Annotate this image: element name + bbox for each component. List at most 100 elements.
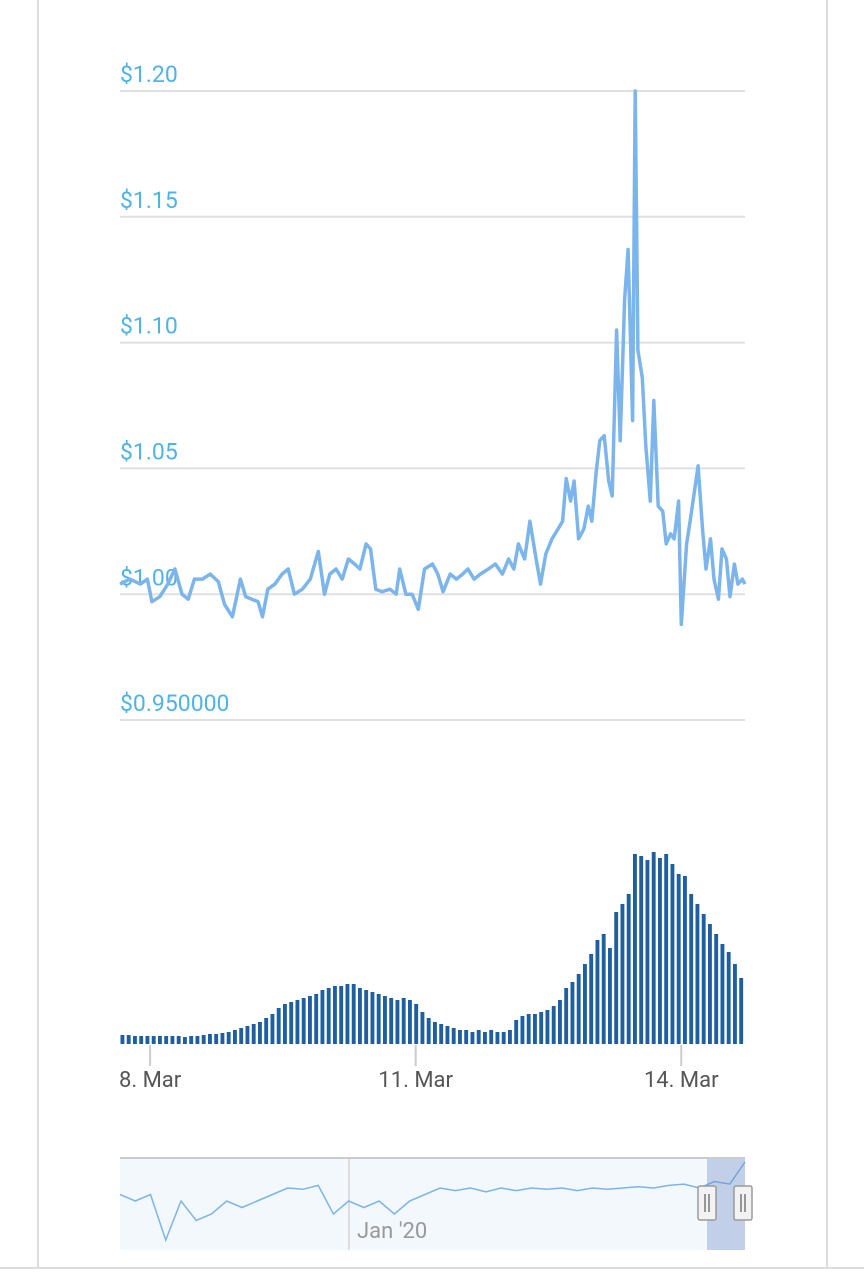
- volume-bar: [326, 988, 331, 1044]
- volume-bar: [501, 1032, 506, 1044]
- navigator-line: [119, 1161, 746, 1243]
- volume-bar: [520, 1016, 525, 1044]
- volume-bar: [539, 1012, 544, 1044]
- volume-bar: [639, 856, 644, 1044]
- volume-bar: [526, 1014, 531, 1044]
- volume-bar: [320, 990, 325, 1044]
- volume-bar: [689, 894, 694, 1044]
- volume-bar: [314, 994, 319, 1044]
- y-tick-label: $1.10: [120, 313, 178, 340]
- y-tick-label: $0.950000: [120, 690, 229, 717]
- x-tick-label: 11. Mar: [378, 1068, 453, 1093]
- volume-bar: [464, 1030, 469, 1044]
- handle-body: [733, 1185, 753, 1221]
- volume-bar: [251, 1024, 256, 1044]
- volume-bar: [533, 1014, 537, 1044]
- volume-bar: [589, 954, 594, 1044]
- volume-bar: [676, 874, 681, 1044]
- volume-bar: [183, 1037, 187, 1044]
- volume-bar: [483, 1032, 487, 1044]
- volume-bar: [245, 1026, 250, 1044]
- volume-bar: [339, 986, 344, 1044]
- volume-bar: [308, 996, 312, 1044]
- volume-bar: [364, 990, 369, 1044]
- volume-bar: [389, 998, 394, 1044]
- volume-bar: [458, 1030, 462, 1044]
- volume-bar: [726, 952, 731, 1044]
- volume-bar: [564, 988, 569, 1044]
- volume-bar: [276, 1008, 281, 1044]
- volume-bar: [158, 1036, 162, 1044]
- volume-bar: [701, 914, 706, 1044]
- volume-bar: [214, 1034, 219, 1044]
- volume-bar: [408, 1000, 412, 1044]
- volume-bar: [164, 1036, 169, 1044]
- volume-bar: [151, 1036, 156, 1044]
- volume-bar: [570, 982, 575, 1044]
- volume-bar: [670, 864, 675, 1044]
- volume-bar: [683, 876, 687, 1044]
- volume-bar: [551, 1006, 556, 1044]
- volume-bar: [333, 986, 337, 1044]
- volume-bar: [133, 1036, 137, 1044]
- volume-bar: [451, 1028, 456, 1044]
- volume-bar: [351, 984, 356, 1044]
- y-tick-label: $1.15: [120, 187, 178, 214]
- volume-bar: [170, 1036, 175, 1044]
- volume-bar: [420, 1012, 425, 1044]
- volume-bar: [470, 1032, 475, 1044]
- navigator-handle[interactable]: [733, 1185, 753, 1221]
- volume-bar: [714, 934, 719, 1044]
- volume-bar: [620, 904, 625, 1044]
- navigator-label: Jan '20: [357, 1219, 427, 1244]
- volume-bar: [401, 998, 406, 1044]
- volume-bar: [739, 978, 744, 1044]
- y-tick-label: $1.05: [120, 438, 178, 465]
- volume-bar: [445, 1026, 450, 1044]
- volume-bar: [608, 948, 612, 1044]
- volume-bar: [208, 1034, 212, 1044]
- volume-bar: [439, 1024, 444, 1044]
- volume-bar: [289, 1002, 294, 1044]
- volume-bar: [595, 940, 600, 1044]
- volume-bar: [645, 860, 650, 1044]
- volume-bar: [495, 1032, 500, 1044]
- volume-bar: [201, 1035, 206, 1044]
- volume-bar: [345, 984, 350, 1044]
- volume-bar: [295, 1000, 300, 1044]
- volume-bar: [720, 944, 725, 1044]
- navigator-bg: [120, 1158, 745, 1250]
- navigator-handle[interactable]: [697, 1185, 717, 1221]
- volume-bar: [233, 1030, 237, 1044]
- volume-bar: [664, 854, 669, 1044]
- volume-bar: [614, 912, 619, 1044]
- volume-bar: [658, 858, 662, 1044]
- volume-bar: [426, 1018, 431, 1044]
- volume-bar: [370, 992, 375, 1044]
- volume-bar: [476, 1030, 481, 1044]
- volume-bar: [283, 1004, 287, 1044]
- volume-bar: [239, 1028, 244, 1044]
- volume-bar: [301, 998, 306, 1044]
- volume-bar: [708, 924, 712, 1044]
- volume-bar: [120, 1035, 125, 1044]
- volume-bar: [176, 1036, 181, 1044]
- volume-bar: [226, 1032, 231, 1044]
- volume-bar: [558, 1000, 562, 1044]
- volume-bar: [489, 1030, 494, 1044]
- volume-bar: [264, 1018, 269, 1044]
- volume-bar: [695, 904, 700, 1044]
- navigator: Jan '20: [119, 1157, 753, 1250]
- volume-bar: [395, 1000, 400, 1044]
- volume-bar: [583, 964, 587, 1044]
- volume-bar: [358, 988, 362, 1044]
- volume-bar: [270, 1014, 275, 1044]
- handle-body: [697, 1185, 717, 1221]
- volume-bar: [383, 996, 387, 1044]
- volume-bar: [733, 964, 737, 1044]
- volume-bar: [626, 894, 631, 1044]
- volume-bar: [126, 1035, 131, 1044]
- price-line: [119, 89, 747, 627]
- volume-bar: [195, 1036, 200, 1044]
